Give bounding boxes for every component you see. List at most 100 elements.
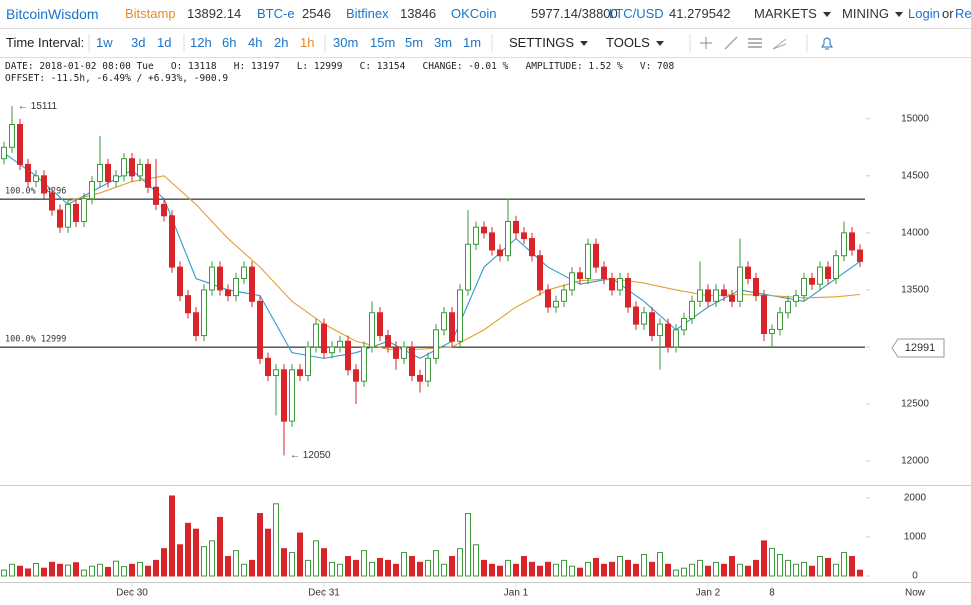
login[interactable]: Login bbox=[908, 6, 940, 21]
volume-bar bbox=[169, 495, 175, 577]
now-label: Now bbox=[905, 588, 926, 599]
candle-body bbox=[129, 158, 135, 177]
candle-body bbox=[753, 278, 759, 297]
candle-body bbox=[625, 278, 631, 308]
brand[interactable]: BitcoinWisdom bbox=[6, 6, 99, 22]
interval[interactable]: 1w bbox=[96, 35, 113, 50]
candle-body bbox=[721, 289, 727, 297]
interval[interactable]: 5m bbox=[405, 35, 424, 50]
info-line: DATE: 2018-01-02 08:00 Tue O: 13118 H: 1… bbox=[5, 61, 675, 72]
candle-body bbox=[433, 329, 439, 359]
candle-body bbox=[593, 243, 599, 268]
candle-body bbox=[417, 374, 423, 382]
candle-body bbox=[193, 312, 199, 337]
interval[interactable]: 2h bbox=[274, 35, 289, 50]
candle-body bbox=[17, 124, 23, 165]
candle-body bbox=[697, 289, 703, 302]
volume-bar bbox=[585, 561, 591, 577]
annotation: ← 15111 bbox=[18, 101, 58, 112]
volume-bar bbox=[401, 552, 407, 577]
candle-body bbox=[297, 369, 303, 376]
menu[interactable]: MINING bbox=[842, 6, 903, 21]
volume-bar bbox=[201, 546, 207, 577]
candle-body bbox=[633, 306, 639, 325]
alert-tool[interactable] bbox=[821, 37, 833, 50]
volume-bar bbox=[161, 548, 167, 577]
y-tick-label: 12500 bbox=[901, 399, 929, 410]
interval[interactable]: 30m bbox=[333, 35, 359, 50]
register[interactable]: Re bbox=[955, 6, 971, 21]
candle-body bbox=[769, 328, 775, 335]
candle-body bbox=[793, 295, 799, 302]
x-tick-label: Jan 1 bbox=[504, 588, 529, 599]
volume-bar bbox=[377, 557, 383, 577]
fan-tool[interactable] bbox=[772, 38, 787, 50]
interval[interactable]: 4h bbox=[248, 35, 263, 50]
volume-bar bbox=[785, 559, 791, 577]
candle-body bbox=[185, 295, 191, 314]
volume-bar bbox=[233, 550, 239, 577]
candle-body bbox=[473, 226, 479, 245]
crosshair-tool[interactable] bbox=[700, 37, 712, 49]
exchange[interactable]: BTC-e bbox=[257, 6, 295, 21]
candle-body bbox=[401, 346, 407, 359]
exchange[interactable]: LTC/USD bbox=[609, 6, 664, 21]
price: 13892.14 bbox=[187, 6, 242, 21]
volume-bar bbox=[41, 567, 47, 577]
candle-body bbox=[529, 238, 535, 257]
volume-bar bbox=[697, 559, 703, 577]
candle-body bbox=[257, 300, 263, 359]
volume-bar bbox=[225, 555, 231, 577]
candle-body bbox=[761, 295, 767, 335]
settings[interactable]: SETTINGS bbox=[509, 35, 589, 50]
menu[interactable]: MARKETS bbox=[754, 6, 831, 21]
candle-body bbox=[217, 266, 223, 291]
interval[interactable]: 1m bbox=[463, 35, 482, 50]
candle-body bbox=[249, 266, 255, 302]
level-label: 100.0% 14296 bbox=[5, 187, 66, 197]
interval[interactable]: 1h bbox=[300, 35, 315, 50]
candle-body bbox=[9, 124, 15, 148]
interval[interactable]: 3d bbox=[131, 35, 146, 50]
candle-body bbox=[113, 175, 119, 183]
interval[interactable]: 3m bbox=[434, 35, 453, 50]
candle-body bbox=[553, 300, 559, 308]
tools[interactable]: TOOLS bbox=[606, 35, 664, 50]
volume-bar bbox=[537, 565, 543, 577]
candle-body bbox=[497, 249, 503, 257]
candle-body bbox=[841, 232, 847, 257]
settings-label: SETTINGS bbox=[509, 35, 575, 50]
volume-bar bbox=[577, 567, 583, 577]
interval[interactable]: 6h bbox=[222, 35, 237, 50]
interval[interactable]: 12h bbox=[190, 35, 212, 50]
volume-bar bbox=[553, 563, 559, 577]
x-tick-label: 8 bbox=[769, 588, 775, 599]
hline-tool[interactable] bbox=[748, 38, 762, 48]
candle-body bbox=[81, 198, 87, 222]
exchange[interactable]: Bitfinex bbox=[346, 6, 389, 21]
volume-bar bbox=[305, 559, 311, 577]
volume-bar bbox=[57, 563, 63, 577]
candle-body bbox=[801, 278, 807, 297]
candle-body bbox=[281, 369, 287, 422]
interval[interactable]: 15m bbox=[370, 35, 396, 50]
volume-bar bbox=[817, 555, 823, 577]
candle-body bbox=[353, 369, 359, 382]
interval[interactable]: 1d bbox=[157, 35, 172, 50]
line-tool[interactable] bbox=[724, 36, 738, 50]
exchange[interactable]: OKCoin bbox=[451, 6, 497, 21]
volume-bar bbox=[729, 555, 735, 577]
ma-line bbox=[3, 152, 861, 359]
exchange[interactable]: Bitstamp bbox=[125, 6, 176, 21]
volume-bar bbox=[153, 559, 159, 577]
volume-bar bbox=[65, 564, 71, 577]
candle-body bbox=[321, 323, 327, 354]
volume-bar bbox=[609, 561, 615, 577]
candle-body bbox=[153, 186, 159, 205]
candle-body bbox=[561, 289, 567, 302]
y-tick-label: 14500 bbox=[901, 170, 929, 181]
volume-bar bbox=[793, 563, 799, 577]
candle-body bbox=[209, 266, 215, 291]
price: 5977.14/38800 bbox=[531, 6, 618, 21]
candle-body bbox=[809, 278, 815, 285]
